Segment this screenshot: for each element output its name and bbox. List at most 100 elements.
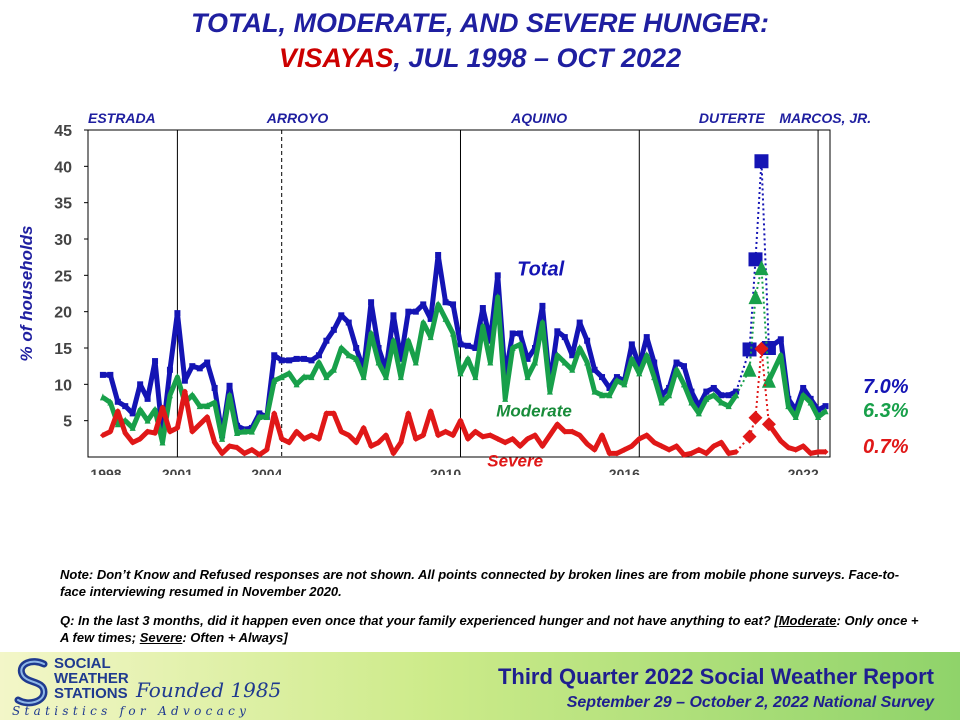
data-point-severe <box>99 432 106 439</box>
data-point-severe <box>561 428 568 435</box>
data-point-severe <box>524 435 531 442</box>
data-point-total <box>353 345 360 351</box>
data-point-moderate <box>703 394 710 402</box>
final-value-severe: 0.7% <box>863 436 909 458</box>
data-point-moderate <box>621 380 628 388</box>
data-point-total <box>442 299 449 306</box>
data-point-moderate <box>375 358 382 366</box>
data-point-severe <box>822 448 829 455</box>
founded-label: Founded 1985 <box>136 678 282 702</box>
data-point-severe <box>792 446 799 453</box>
data-point-total <box>405 308 412 315</box>
data-point-moderate <box>219 434 226 442</box>
data-point-total <box>166 366 173 373</box>
data-point-moderate <box>360 373 367 381</box>
data-point-severe <box>725 450 732 457</box>
data-point-severe <box>576 432 583 439</box>
data-point-severe <box>204 414 211 421</box>
data-point-total <box>293 355 300 362</box>
data-point-moderate <box>742 361 757 377</box>
data-point-severe <box>353 439 360 446</box>
sws-logo-icon <box>14 658 48 707</box>
data-point-moderate <box>472 373 479 381</box>
data-point-severe <box>666 446 673 453</box>
data-point-total <box>748 252 763 267</box>
data-point-moderate <box>718 398 725 406</box>
data-point-severe <box>308 432 315 439</box>
x-tick-label: 2016 <box>609 466 640 475</box>
moderate-term: Moderate <box>778 613 837 628</box>
data-point-total <box>688 388 695 395</box>
data-point-moderate <box>628 354 635 362</box>
data-point-moderate <box>822 407 829 415</box>
data-point-moderate <box>338 344 345 351</box>
data-point-total <box>643 334 650 341</box>
data-point-moderate <box>777 351 784 359</box>
data-point-moderate <box>517 340 524 348</box>
data-point-moderate <box>800 391 807 399</box>
data-point-severe <box>703 450 710 457</box>
data-point-severe <box>800 443 807 450</box>
data-point-severe <box>435 432 442 439</box>
org-name-line2: WEATHER <box>54 670 129 687</box>
data-point-total <box>99 371 106 378</box>
data-point-severe <box>450 432 457 439</box>
org-name-line1: SOCIAL <box>54 655 111 672</box>
data-point-moderate <box>658 398 665 406</box>
data-point-total <box>137 381 144 388</box>
data-point-severe <box>338 428 345 435</box>
org-name: SOCIAL WEATHER STATIONS <box>54 656 129 701</box>
data-point-total <box>777 336 784 343</box>
data-point-total <box>606 384 613 391</box>
data-point-severe <box>628 443 635 450</box>
series-label-total: Total <box>517 258 564 280</box>
data-point-total <box>742 342 757 357</box>
data-point-total <box>636 363 643 370</box>
data-point-severe <box>487 432 494 439</box>
data-point-moderate <box>546 387 553 395</box>
data-point-severe <box>263 446 270 453</box>
data-point-moderate <box>450 329 457 337</box>
data-point-moderate <box>144 416 151 424</box>
data-point-severe <box>375 439 382 446</box>
y-tick-label: 30 <box>54 232 72 249</box>
data-point-moderate <box>554 351 561 359</box>
severe-definition: : Often + Always] <box>182 630 288 645</box>
data-point-moderate <box>263 413 270 421</box>
data-point-total <box>375 345 382 351</box>
data-point-total <box>464 342 471 349</box>
data-point-moderate <box>785 402 792 410</box>
data-point-moderate <box>345 351 352 359</box>
y-tick-label: 15 <box>54 341 72 358</box>
chart-title-line2: VISAYAS, JUL 1998 – OCT 2022 <box>0 43 960 74</box>
data-point-severe <box>517 443 524 450</box>
data-point-total <box>754 154 769 169</box>
data-point-total <box>673 359 680 366</box>
data-point-moderate <box>673 365 680 373</box>
data-point-moderate <box>636 369 643 377</box>
data-point-total <box>718 392 725 399</box>
data-point-severe <box>107 428 114 435</box>
data-point-severe <box>181 388 188 395</box>
data-point-total <box>189 363 196 370</box>
data-point-moderate <box>561 358 568 366</box>
data-point-total <box>345 319 352 326</box>
data-point-severe <box>233 444 240 451</box>
data-point-moderate <box>643 351 650 359</box>
data-point-total <box>181 377 188 384</box>
y-tick-label: 35 <box>54 196 72 213</box>
data-point-severe <box>502 439 509 446</box>
data-point-total <box>271 352 278 359</box>
data-point-moderate <box>159 438 166 446</box>
data-point-severe <box>405 410 412 417</box>
final-value-moderate: 6.3% <box>863 400 909 422</box>
data-point-severe <box>636 435 643 442</box>
data-point-severe <box>613 450 620 457</box>
data-point-moderate <box>651 373 658 381</box>
data-point-total <box>517 330 524 337</box>
final-value-total: 7.0% <box>863 376 909 398</box>
data-point-severe <box>742 429 757 444</box>
data-point-total <box>651 359 658 366</box>
data-point-total <box>584 337 591 344</box>
data-point-moderate <box>695 409 702 417</box>
